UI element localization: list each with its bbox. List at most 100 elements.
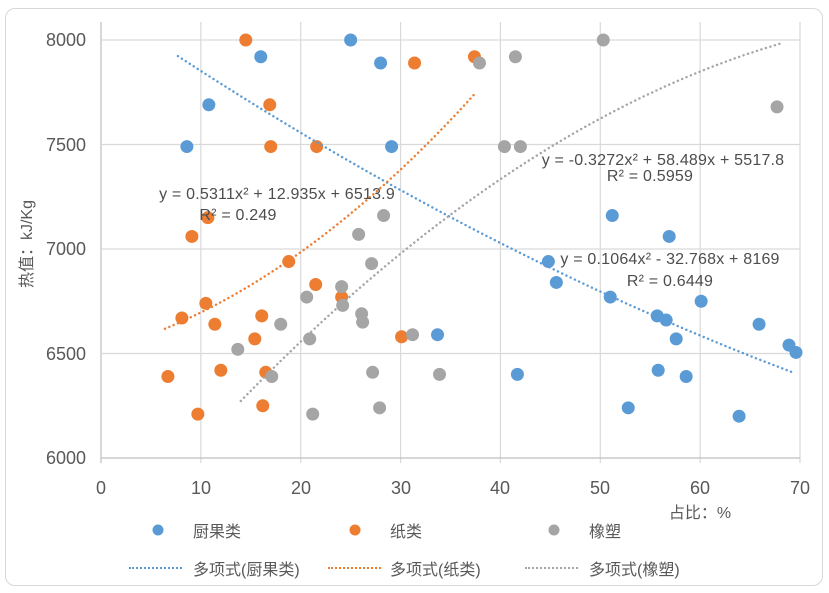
scatter-point — [669, 332, 683, 346]
legend-trendline-kitchen-icon — [129, 567, 182, 569]
scatter-point — [770, 100, 784, 114]
legend-trendline-paper-icon — [328, 567, 381, 569]
scatter-point — [651, 363, 665, 377]
scatter-point — [694, 294, 708, 308]
scatter-point — [366, 365, 380, 379]
equation-kitchen: y = 0.1064x² - 32.768x + 8169 — [560, 251, 780, 268]
y-tick-7000: 7000 — [45, 239, 86, 259]
scatter-point — [662, 229, 676, 243]
scatter-point — [309, 278, 323, 292]
scatter-point — [202, 98, 216, 112]
scatter-point — [732, 409, 746, 423]
x-tick-60: 60 — [689, 478, 711, 498]
scatter-point — [264, 140, 278, 154]
scatter-point — [263, 98, 277, 112]
scatter-point — [365, 257, 379, 271]
equation-paper-r2: R² = 0.249 — [199, 207, 277, 224]
scatter-point — [621, 401, 635, 415]
scatter-point — [472, 56, 486, 70]
y-tick-8000: 8000 — [45, 30, 86, 50]
scatter-point — [385, 140, 399, 154]
x-tick-50: 50 — [589, 478, 611, 498]
equation-paper: y = 0.5311x² + 12.935x + 6513.9 — [159, 186, 395, 203]
x-tick-40: 40 — [489, 478, 511, 498]
scatter-point — [377, 209, 391, 223]
x-tick-30: 30 — [390, 478, 412, 498]
scatter-point — [395, 330, 409, 344]
legend-marker-paper-icon — [349, 524, 361, 536]
legend-label-trend-rubber: 多项式(橡塑) — [589, 562, 680, 579]
x-tick-20: 20 — [290, 478, 312, 498]
equation-rubber-r2: R² = 0.5959 — [606, 168, 694, 185]
scatter-point — [789, 345, 803, 359]
y-tick-6000: 6000 — [45, 448, 86, 468]
scatter-point — [300, 290, 314, 304]
legend-label-paper: 纸类 — [390, 524, 423, 541]
scatter-point — [175, 311, 189, 325]
legend-trendline-rubber-icon — [525, 567, 578, 569]
scatter-point — [344, 33, 358, 47]
scatter-point — [373, 401, 387, 415]
scatter-point — [214, 363, 228, 377]
legend-marker-kitchen-icon — [152, 524, 164, 536]
scatter-point — [352, 227, 366, 241]
scatter-point — [603, 290, 617, 304]
scatter-point — [256, 399, 270, 413]
scatter-point — [497, 140, 511, 154]
scatter-point — [336, 298, 350, 312]
scatter-point — [310, 140, 324, 154]
trendline — [176, 54, 797, 375]
scatter-point — [510, 367, 524, 381]
scatter-point — [185, 229, 199, 243]
trendline — [163, 90, 478, 330]
x-tick-70: 70 — [789, 478, 811, 498]
y-tick-6500: 6500 — [45, 344, 86, 364]
scatter-point — [199, 296, 213, 310]
scatter-point — [303, 332, 317, 346]
x-axis-title: 占比：% — [668, 505, 732, 522]
legend-label-trend-kitchen: 多项式(厨果类) — [193, 562, 300, 579]
scatter-point — [605, 209, 619, 223]
legend-label-kitchen: 厨果类 — [193, 524, 242, 541]
scatter-point — [513, 140, 527, 154]
legend-label-trend-paper: 多项式(纸类) — [390, 562, 481, 579]
scatter-point — [752, 317, 766, 331]
legend-marker-rubber-icon — [548, 524, 560, 536]
y-axis-title: 热值：kJ/Kg — [19, 199, 36, 289]
scatter-point — [406, 328, 420, 342]
scatter-point — [231, 342, 245, 356]
scatter-point — [596, 33, 610, 47]
scatter-point — [239, 33, 253, 47]
scatter-point — [431, 328, 445, 342]
scatter-point — [161, 369, 175, 383]
scatter-point — [306, 407, 320, 421]
scatter-point — [208, 317, 222, 331]
scatter-point — [356, 315, 370, 329]
scatter-point — [255, 309, 269, 323]
scatter-point — [541, 255, 555, 269]
scatter-point — [254, 50, 268, 64]
trendline — [239, 42, 782, 403]
scatter-point — [408, 56, 422, 70]
x-tick-0: 0 — [95, 478, 106, 498]
scatter-point — [659, 313, 673, 327]
legend-label-rubber: 橡塑 — [589, 524, 622, 541]
scatter-point — [679, 369, 693, 383]
scatter-point — [274, 317, 288, 331]
scatter-point — [374, 56, 388, 70]
scatter-point — [265, 369, 279, 383]
scatter-point — [508, 50, 522, 64]
scatter-point — [201, 211, 215, 225]
scatter-point — [180, 140, 194, 154]
scatter-point — [549, 275, 563, 289]
scatter-point — [191, 407, 205, 421]
equation-kitchen-r2: R² = 0.6449 — [626, 273, 714, 290]
x-tick-10: 10 — [190, 478, 212, 498]
y-tick-7500: 7500 — [45, 135, 86, 155]
scatter-point — [248, 332, 262, 346]
scatter-point — [433, 367, 447, 381]
scatter-point — [335, 280, 349, 294]
equation-rubber: y = -0.3272x² + 58.489x + 5517.8 — [541, 152, 785, 169]
